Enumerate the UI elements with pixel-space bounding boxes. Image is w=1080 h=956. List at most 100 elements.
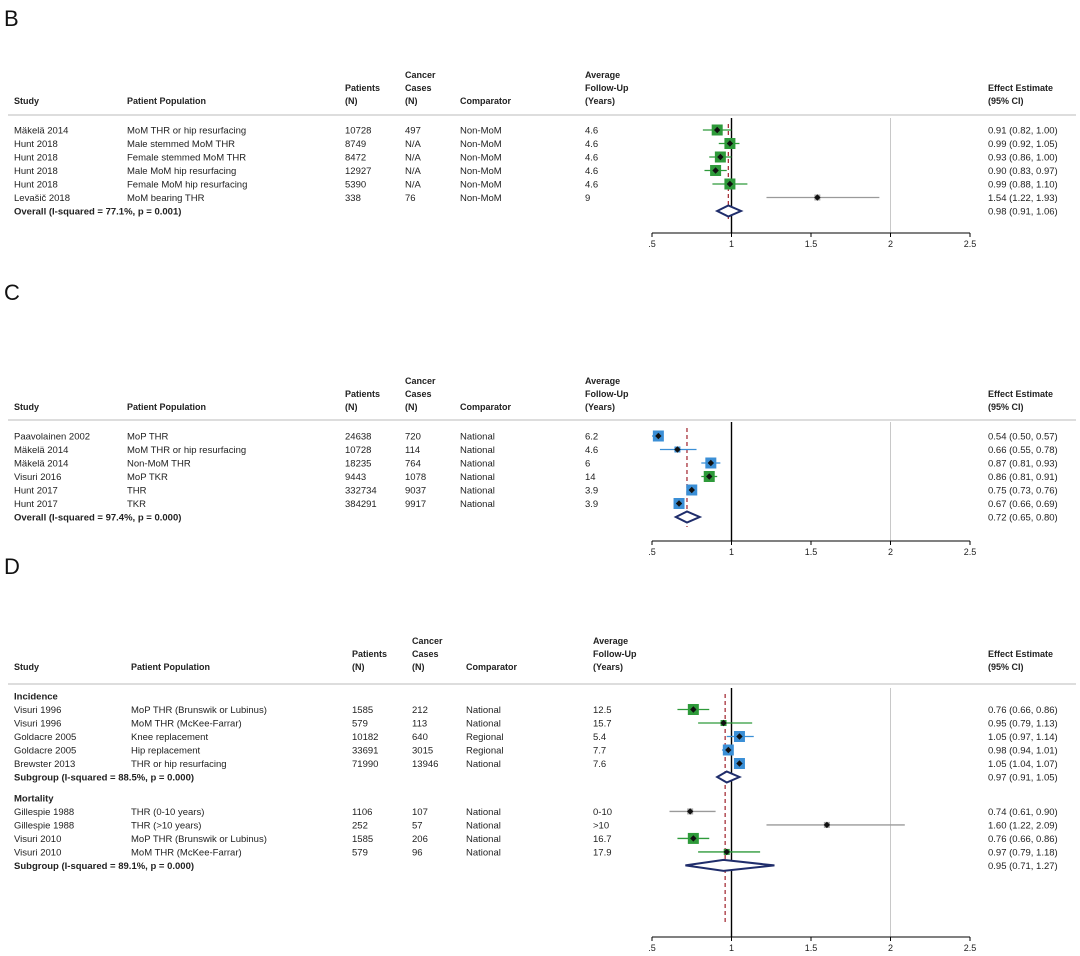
header-effect-line: (95% CI) bbox=[988, 96, 1024, 106]
study-name: Visuri 1996 bbox=[14, 705, 61, 716]
comparator: Non-MoM bbox=[460, 193, 502, 204]
x-tick-label: 1.5 bbox=[805, 547, 818, 557]
comparator: Non-MoM bbox=[460, 139, 502, 150]
comparator: Non-MoM bbox=[460, 126, 502, 137]
effect-estimate: 0.76 (0.66, 0.86) bbox=[988, 834, 1058, 845]
effect-estimate: 0.90 (0.83, 0.97) bbox=[988, 166, 1058, 177]
study-name: Gillespie 1988 bbox=[14, 820, 74, 831]
header-cases-line: Cases bbox=[405, 389, 432, 399]
cancer-cases: 206 bbox=[412, 834, 428, 845]
patients-count: 579 bbox=[352, 847, 368, 858]
point-estimate-marker bbox=[723, 848, 730, 856]
effect-estimate: 1.05 (1.04, 1.07) bbox=[988, 759, 1058, 770]
comparator: National bbox=[466, 705, 501, 716]
comparator: National bbox=[460, 445, 495, 456]
study-name: Mäkelä 2014 bbox=[14, 459, 68, 470]
patient-population: MoP THR (Brunswik or Lubinus) bbox=[131, 705, 267, 716]
point-estimate-marker bbox=[707, 459, 715, 467]
follow-up-years: 14 bbox=[585, 472, 596, 483]
comparator: National bbox=[466, 807, 501, 818]
comparator: National bbox=[460, 432, 495, 443]
x-tick-label: 1 bbox=[729, 239, 734, 249]
point-estimate-marker bbox=[717, 153, 724, 161]
header-cases-line: (N) bbox=[412, 662, 425, 672]
cancer-cases: 497 bbox=[405, 126, 421, 137]
pooled-effect-estimate: 0.95 (0.71, 1.27) bbox=[988, 861, 1058, 872]
header-study: Study bbox=[14, 402, 39, 412]
effect-estimate: 0.74 (0.61, 0.90) bbox=[988, 807, 1058, 818]
comparator: National bbox=[466, 759, 501, 770]
header-cases-line: (N) bbox=[405, 96, 418, 106]
patients-count: 10728 bbox=[345, 126, 371, 137]
follow-up-years: 0-10 bbox=[593, 807, 612, 818]
patients-count: 24638 bbox=[345, 432, 371, 443]
study-name: Hunt 2017 bbox=[14, 499, 58, 510]
point-estimate-marker bbox=[655, 432, 662, 440]
follow-up-years: 16.7 bbox=[593, 834, 612, 845]
study-name: Hunt 2017 bbox=[14, 486, 58, 497]
point-estimate-marker bbox=[726, 140, 734, 147]
comparator: National bbox=[460, 486, 495, 497]
point-estimate-marker bbox=[712, 167, 719, 174]
header-cases-line: Cases bbox=[412, 649, 439, 659]
header-followup-line: Follow-Up bbox=[585, 389, 629, 399]
follow-up-years: 9 bbox=[585, 193, 590, 204]
study-name: Levašič 2018 bbox=[14, 193, 70, 204]
cancer-cases: 9917 bbox=[405, 499, 426, 510]
comparator: National bbox=[460, 499, 495, 510]
point-estimate-marker bbox=[823, 821, 831, 829]
patient-population: Knee replacement bbox=[131, 732, 208, 743]
header-followup-line: Follow-Up bbox=[593, 649, 637, 659]
x-tick-label: .5 bbox=[648, 547, 656, 557]
follow-up-years: 3.9 bbox=[585, 499, 598, 510]
comparator: National bbox=[466, 719, 501, 730]
header-comparator: Comparator bbox=[466, 662, 518, 672]
cancer-cases: 76 bbox=[405, 193, 416, 204]
comparator: National bbox=[466, 847, 501, 858]
patients-count: 1585 bbox=[352, 834, 373, 845]
follow-up-years: 7.6 bbox=[593, 759, 606, 770]
point-estimate-marker bbox=[706, 473, 713, 480]
header-effect-line: Effect Estimate bbox=[988, 83, 1053, 93]
x-tick-label: 2 bbox=[888, 943, 893, 953]
effect-estimate: 0.99 (0.92, 1.05) bbox=[988, 139, 1058, 150]
panel-label: B bbox=[4, 6, 19, 31]
effect-estimate: 0.93 (0.86, 1.00) bbox=[988, 153, 1058, 164]
header-patients-line: Patients bbox=[352, 649, 387, 659]
effect-estimate: 0.75 (0.73, 0.76) bbox=[988, 486, 1058, 497]
point-estimate-marker bbox=[686, 808, 694, 815]
follow-up-years: 15.7 bbox=[593, 719, 612, 730]
pooled-row-label: Overall (I-squared = 97.4%, p = 0.000) bbox=[14, 513, 181, 524]
patients-count: 5390 bbox=[345, 180, 366, 191]
header-population: Patient Population bbox=[127, 96, 206, 106]
patients-count: 1106 bbox=[352, 807, 372, 818]
follow-up-years: 7.7 bbox=[593, 746, 606, 757]
study-name: Visuri 2010 bbox=[14, 847, 61, 858]
cancer-cases: 1078 bbox=[405, 472, 426, 483]
cancer-cases: 96 bbox=[412, 847, 423, 858]
comparator: Regional bbox=[466, 732, 504, 743]
cancer-cases: 640 bbox=[412, 732, 428, 743]
panel-label: D bbox=[4, 554, 20, 579]
study-name: Mäkelä 2014 bbox=[14, 126, 68, 137]
effect-estimate: 0.97 (0.79, 1.18) bbox=[988, 847, 1058, 858]
x-tick-label: 2.5 bbox=[964, 239, 977, 249]
effect-estimate: 0.54 (0.50, 0.57) bbox=[988, 432, 1058, 443]
header-effect-line: (95% CI) bbox=[988, 402, 1024, 412]
pooled-estimate-diamond bbox=[715, 770, 742, 784]
study-name: Gillespie 1988 bbox=[14, 807, 74, 818]
patients-count: 18235 bbox=[345, 459, 371, 470]
patient-population: Hip replacement bbox=[131, 746, 201, 757]
patients-count: 579 bbox=[352, 719, 368, 730]
x-tick-label: 1 bbox=[729, 547, 734, 557]
header-cases-line: Cancer bbox=[405, 376, 436, 386]
x-tick-label: .5 bbox=[648, 943, 656, 953]
study-name: Visuri 2010 bbox=[14, 834, 61, 845]
follow-up-years: >10 bbox=[593, 820, 609, 831]
patient-population: THR bbox=[127, 486, 147, 497]
effect-estimate: 0.99 (0.88, 1.10) bbox=[988, 180, 1058, 191]
patient-population: Female MoM hip resurfacing bbox=[127, 180, 247, 191]
cancer-cases: N/A bbox=[405, 153, 422, 164]
point-estimate-marker bbox=[690, 706, 697, 713]
